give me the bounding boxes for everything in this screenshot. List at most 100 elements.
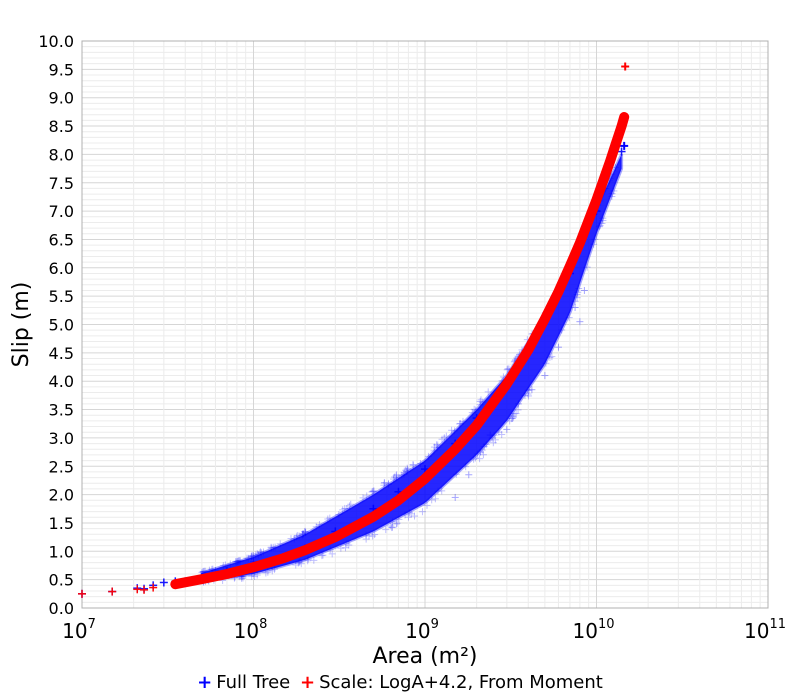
full-tree-point [388, 523, 396, 531]
full-tree-point [248, 553, 256, 561]
full-tree-point [318, 552, 326, 560]
full-tree-point [392, 520, 400, 528]
full-tree-point [268, 567, 276, 575]
full-tree-point [234, 557, 242, 565]
full-tree-point [271, 565, 279, 573]
full-tree-point [479, 451, 487, 459]
full-tree-point [573, 294, 581, 302]
full-tree-point [342, 544, 350, 552]
scale-point [524, 346, 533, 355]
full-tree-point [387, 522, 395, 530]
full-tree-point [301, 528, 309, 536]
full-tree-point [252, 551, 260, 559]
full-tree-point [521, 392, 529, 400]
full-tree-point [299, 530, 307, 538]
scale-point [606, 157, 615, 166]
full-tree-point [384, 480, 392, 488]
full-tree-point [430, 447, 438, 455]
full-tree-point [456, 420, 464, 428]
full-tree-point [395, 515, 403, 523]
full-tree-point [470, 455, 478, 463]
y-tick-label: 10.0 [38, 32, 74, 51]
y-tick-label: 7.5 [49, 174, 74, 193]
full-tree-point [472, 406, 480, 414]
full-tree-point [599, 214, 607, 222]
full-tree-point [248, 572, 256, 580]
full-tree-point [381, 479, 389, 487]
full-tree-point [312, 523, 320, 531]
legend-marker-red: + [299, 672, 316, 693]
full-tree-outlier [486, 431, 494, 439]
full-tree-point [509, 414, 517, 422]
scale-point [502, 380, 511, 389]
scale-point [394, 496, 403, 505]
scale-point [301, 546, 310, 555]
full-tree-point [267, 543, 275, 551]
x-axis-ticks: 107 108 109 1010 1011 [62, 617, 786, 643]
full-tree-point [495, 428, 503, 436]
full-tree-point [434, 487, 442, 495]
y-tick-label: 3.0 [49, 429, 74, 448]
legend-item-full-tree: + Full Tree [197, 672, 290, 693]
full-tree-point [442, 432, 450, 440]
full-tree-point [407, 510, 415, 518]
scale-point [620, 112, 629, 121]
full-tree-point [432, 441, 440, 449]
full-tree-point [509, 412, 517, 420]
full-tree-point [337, 544, 345, 552]
full-tree-point [452, 470, 460, 478]
full-tree-point [431, 495, 439, 503]
full-tree-point [459, 417, 467, 425]
full-tree-point [301, 527, 309, 535]
full-tree-point [292, 561, 300, 569]
x-tick-label: 107 [62, 617, 96, 643]
full-tree-point [365, 532, 373, 540]
y-tick-label: 9.5 [49, 60, 74, 79]
full-tree-point [476, 398, 484, 406]
y-tick-label: 2.0 [49, 486, 74, 505]
full-tree-point [326, 546, 334, 554]
full-tree-point [510, 410, 518, 418]
full-tree-point [343, 505, 351, 513]
full-tree-point [440, 434, 448, 442]
y-tick-label: 8.5 [49, 117, 74, 136]
scale-point [612, 139, 621, 148]
full-tree-point [393, 471, 401, 479]
full-tree-point [617, 147, 626, 156]
full-tree-point [232, 558, 240, 566]
full-tree-point [295, 558, 303, 566]
full-tree-point [315, 520, 323, 528]
scale-point [421, 474, 429, 483]
full-tree-point [298, 531, 306, 539]
full-tree-point [310, 556, 318, 564]
plot-area [81, 40, 769, 609]
full-tree-point [392, 472, 400, 480]
full-tree-point [233, 557, 241, 565]
y-tick-label: 4.5 [49, 344, 74, 363]
full-tree-point [503, 366, 511, 374]
full-tree-point [423, 501, 431, 509]
full-tree-point [271, 543, 279, 551]
full-tree-point [380, 481, 388, 489]
full-tree-point [482, 440, 490, 448]
full-tree-point [232, 558, 240, 566]
full-tree-point [345, 541, 353, 549]
full-tree-point [293, 531, 301, 539]
full-tree-point [574, 288, 582, 296]
y-tick-label: 6.0 [49, 259, 74, 278]
full-tree-point [259, 548, 267, 556]
full-tree-point [558, 326, 566, 334]
scale-point [331, 533, 340, 542]
full-tree-point [507, 415, 515, 423]
full-tree-point [400, 470, 408, 478]
full-tree-point [411, 512, 419, 520]
full-tree-point [256, 548, 264, 556]
y-tick-label: 0.5 [49, 571, 74, 590]
scale-point [197, 575, 206, 584]
full-tree-point [335, 510, 343, 518]
full-tree-outlier [465, 471, 473, 479]
full-tree-point [438, 435, 446, 443]
full-tree-point [524, 390, 532, 398]
y-tick-label: 4.0 [49, 372, 74, 391]
